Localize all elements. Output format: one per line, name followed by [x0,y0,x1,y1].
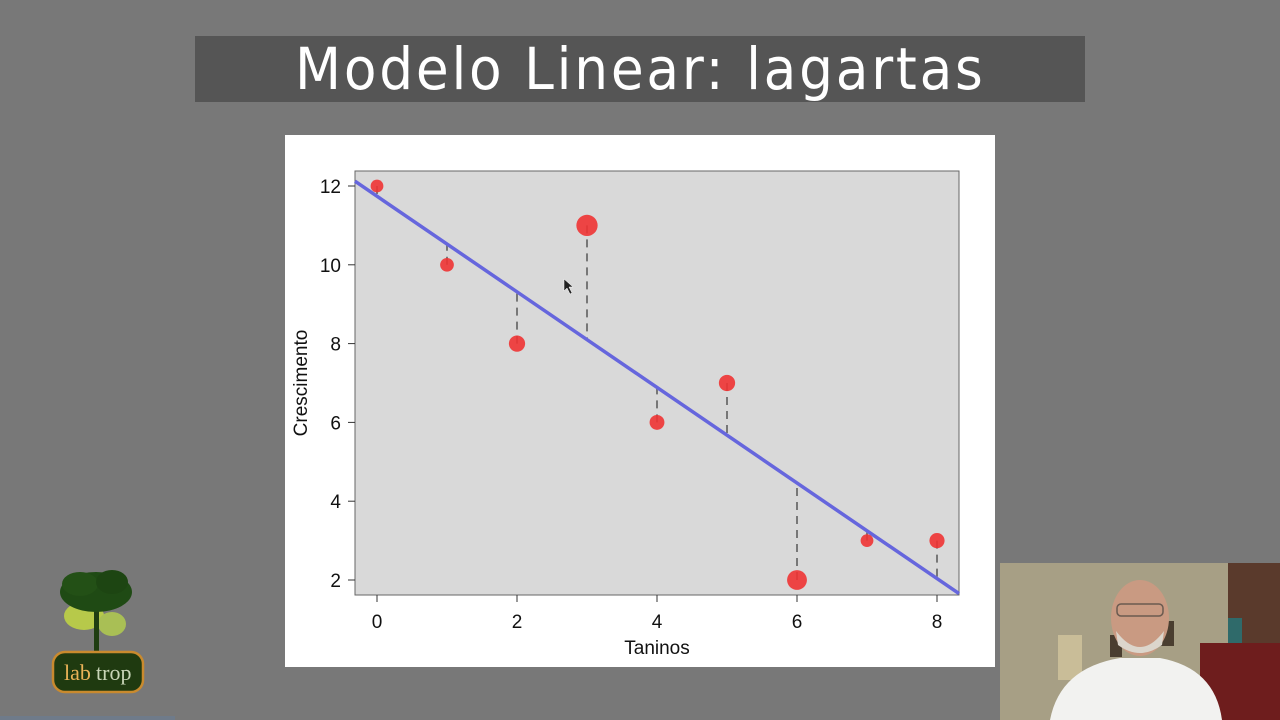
mouse-cursor-icon [563,278,574,295]
data-point [508,335,526,352]
data-point [576,214,598,237]
regression-line [354,179,960,596]
y-tick-label: 6 [330,413,341,434]
data-point [718,374,736,392]
x-axis-title: Taninos [624,638,690,659]
y-tick-label: 2 [330,571,341,592]
scatter-plot: 2 4 6 8 10 12 0 2 4 6 8 Taninos Crescimento [291,170,960,659]
y-tick-label: 12 [320,177,341,198]
logo-text-lab: lab [64,660,91,685]
presenter-webcam-video [1000,563,1280,720]
presenter-shirt [1050,658,1222,720]
data-point [860,534,874,547]
y-axis-title: Crescimento [291,330,312,437]
data-point [440,257,454,272]
y-tick-label: 8 [330,335,341,356]
x-tick-label: 6 [792,612,803,633]
x-tick-label: 4 [652,612,663,633]
data-point [787,570,807,590]
presenter-head [1111,580,1169,656]
y-tick-label: 10 [320,256,341,277]
y-tick-label: 4 [330,492,341,513]
x-tick-label: 2 [512,612,523,633]
data-point [929,533,945,549]
slide-title-bar: Modelo Linear: lagartas [195,35,1085,103]
x-tick-label: 0 [372,612,383,633]
labtrop-logo: lab trop [50,568,146,696]
slide-title: Modelo Linear: lagartas [294,35,986,103]
regression-figure: 2 4 6 8 10 12 0 2 4 6 8 Taninos Crescimento [285,135,995,667]
data-point [370,179,384,193]
logo-text-trop: trop [96,660,131,685]
x-tick-label: 8 [932,612,943,633]
tree-icon [60,570,132,656]
bottom-progress-strip [0,716,175,720]
data-point [649,414,665,430]
